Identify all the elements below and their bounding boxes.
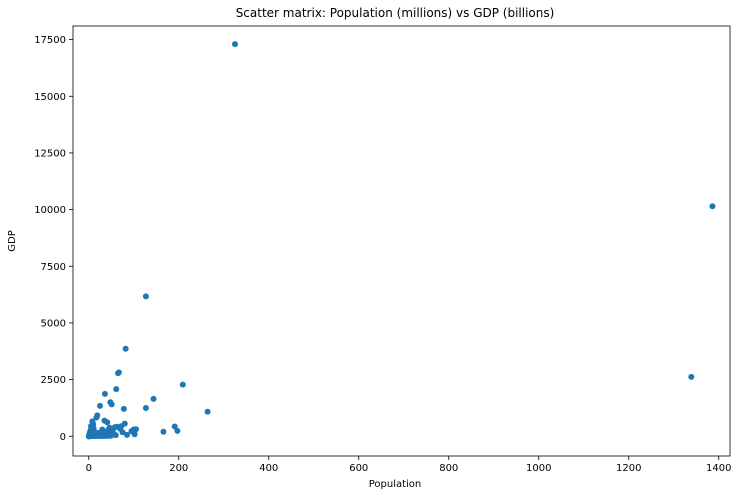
data-point [115,370,121,377]
data-point [107,432,114,439]
chart-title: Scatter matrix: Population (millions) vs… [236,6,555,20]
x-tick-label: 1000 [526,463,551,474]
y-axis-ticks: 0 2500 5000 7500 10000 12500 15000 17500 [34,35,73,443]
data-point [232,41,238,48]
data-point [160,428,167,435]
data-point [119,429,126,436]
y-tick-label: 5000 [41,318,66,329]
y-tick-label: 15000 [34,92,66,103]
data-point [112,432,119,439]
data-point [101,390,108,397]
data-point [97,402,103,409]
x-tick-label: 800 [439,463,458,474]
x-tick-label: 600 [349,463,368,474]
x-axis-ticks: 0 200 400 600 800 1000 1200 1400 [86,456,731,474]
data-point [131,431,138,438]
y-tick-label: 7500 [41,262,66,273]
data-point [107,399,114,406]
data-point [89,424,96,431]
data-point [113,386,120,393]
data-point [688,373,695,380]
y-tick-label: 12500 [34,148,66,159]
data-point [204,408,211,415]
plot-area-frame [72,25,731,457]
data-point [150,395,157,402]
data-point [709,203,716,210]
x-tick-label: 0 [86,463,92,474]
x-tick-label: 1200 [616,463,641,474]
y-tick-label: 0 [60,432,66,443]
data-point [118,423,125,430]
x-axis-label: Population [369,479,422,490]
data-point [142,404,149,411]
data-point [174,427,181,434]
scatter-points [85,41,716,440]
data-point [104,419,111,426]
data-point [120,405,127,412]
data-point [171,423,178,430]
data-point [133,426,139,433]
data-point [124,431,130,438]
y-axis-label: GDP [7,230,18,251]
y-tick-label: 17500 [34,35,66,46]
x-tick-label: 200 [169,463,188,474]
data-point [179,381,186,388]
data-point [93,414,100,421]
y-tick-label: 10000 [34,205,66,216]
data-point [91,428,98,435]
x-tick-label: 1400 [706,463,731,474]
data-point [122,345,129,352]
x-tick-label: 400 [259,463,278,474]
data-point [142,293,149,300]
y-tick-label: 2500 [41,375,66,386]
